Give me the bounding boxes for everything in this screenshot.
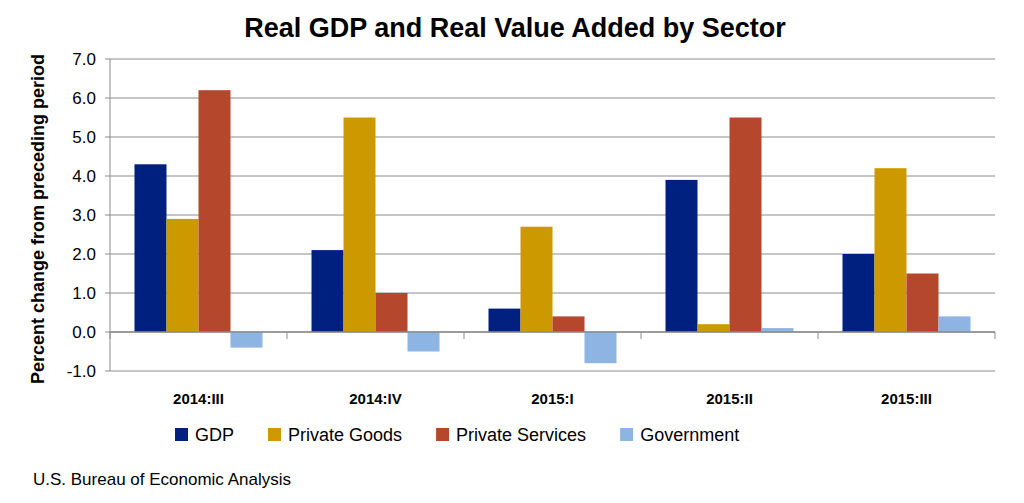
bar <box>730 118 762 333</box>
grid-line <box>110 59 995 60</box>
bar <box>312 250 344 332</box>
bar <box>489 309 521 332</box>
bar <box>199 90 231 332</box>
y-tick <box>105 98 110 99</box>
y-tick-label: 5.0 <box>72 128 96 147</box>
source: U.S. Bureau of Economic Analysis <box>33 470 291 489</box>
bars <box>135 90 971 363</box>
y-tick <box>105 371 110 372</box>
x-tick-label: 2015:II <box>706 390 753 407</box>
grid-line <box>110 176 995 177</box>
y-tick-label: 0.0 <box>72 323 96 342</box>
x-tick <box>464 332 465 339</box>
y-tick <box>105 215 110 216</box>
x-tick-label: 2015:I <box>531 390 574 407</box>
bar <box>875 168 907 332</box>
bar <box>939 316 971 332</box>
x-tick-label: 2015:III <box>881 390 932 407</box>
bar <box>135 164 167 332</box>
y-tick-label: 1.0 <box>72 284 96 303</box>
grid <box>105 59 995 371</box>
y-tick-label: 2.0 <box>72 245 96 264</box>
y-tick-label: 6.0 <box>72 89 96 108</box>
grid-line <box>110 371 995 372</box>
legend-label: Private Goods <box>288 425 402 445</box>
y-axis-title: Percent change from preceding period <box>28 54 48 384</box>
y-tick <box>105 137 110 138</box>
bar <box>907 274 939 333</box>
y-tick <box>105 332 110 333</box>
grid-line <box>110 98 995 99</box>
legend: GDP Private Goods Private Services Governme… <box>175 425 739 445</box>
y-tick <box>105 59 110 60</box>
chart: Real GDP and Real Value Added by Sector -… <box>0 0 1024 503</box>
y-tick <box>105 176 110 177</box>
bar <box>344 118 376 333</box>
x-tick-label: 2014:III <box>173 390 224 407</box>
y-tick <box>105 254 110 255</box>
y-tick-label: 7.0 <box>72 50 96 69</box>
bar <box>666 180 698 332</box>
y-tick-label: -1.0 <box>67 362 96 381</box>
legend-swatch <box>436 428 449 441</box>
bar <box>231 332 263 348</box>
y-tick-label: 3.0 <box>72 206 96 225</box>
x-tick-label: 2014:IV <box>349 390 402 407</box>
bar <box>843 254 875 332</box>
legend-swatch <box>175 428 188 441</box>
grid-line <box>110 137 995 138</box>
bar <box>521 227 553 332</box>
legend-swatch <box>268 428 281 441</box>
legend-label: Government <box>640 425 739 445</box>
bar <box>376 293 408 332</box>
legend-label: Private Services <box>456 425 586 445</box>
legend-swatch <box>620 428 633 441</box>
x-tick <box>641 332 642 339</box>
bar <box>585 332 617 363</box>
title: Real GDP and Real Value Added by Sector <box>244 13 786 43</box>
y-axis <box>110 59 111 371</box>
x-axis <box>110 331 995 333</box>
y-tick <box>105 293 110 294</box>
bar <box>698 324 730 332</box>
bar <box>553 316 585 332</box>
grid-line <box>110 215 995 216</box>
x-tick <box>287 332 288 339</box>
grid-line <box>110 332 995 333</box>
y-tick-label: 4.0 <box>72 167 96 186</box>
bar <box>167 219 199 332</box>
x-tick <box>995 332 996 339</box>
legend-label: GDP <box>195 425 234 445</box>
bar <box>408 332 440 352</box>
x-tick <box>110 332 111 339</box>
x-tick <box>818 332 819 339</box>
